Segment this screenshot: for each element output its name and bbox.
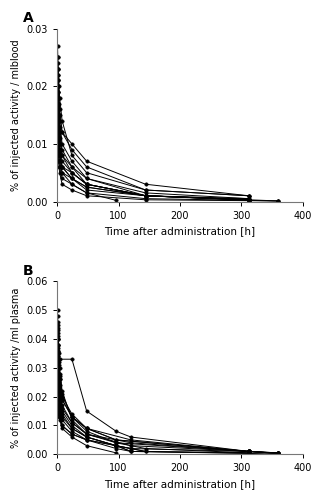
X-axis label: Time after administration [h]: Time after administration [h] [104,226,255,236]
Y-axis label: % of injected activity / mlblood: % of injected activity / mlblood [11,40,21,191]
Text: B: B [23,264,34,278]
X-axis label: Time after administration [h]: Time after administration [h] [104,479,255,489]
Text: A: A [23,11,34,25]
Y-axis label: % of injected activity /ml plasma: % of injected activity /ml plasma [11,288,21,448]
